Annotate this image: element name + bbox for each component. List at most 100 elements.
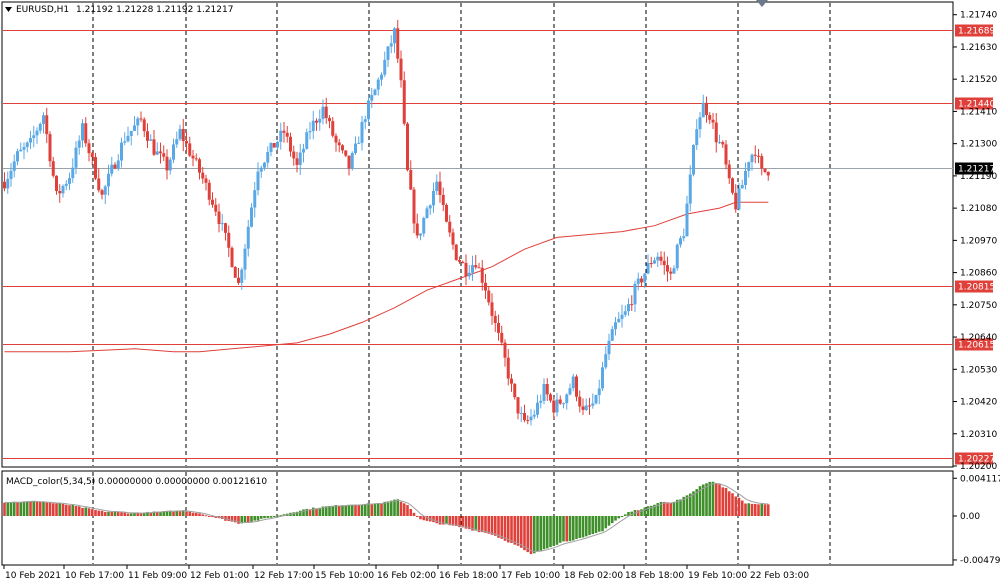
- candle-body: [435, 181, 439, 191]
- candle-body: [393, 28, 396, 44]
- y-tick-label: 1.21630: [960, 43, 997, 53]
- macd-bar: [614, 516, 617, 521]
- macd-bar: [415, 516, 419, 517]
- price-line-tag: [955, 452, 993, 465]
- candle-body: [74, 147, 78, 168]
- macd-bar: [341, 505, 344, 516]
- macd-bar: [25, 501, 29, 516]
- macd-bar: [71, 504, 75, 516]
- macd-bar: [506, 516, 510, 543]
- macd-bar: [467, 516, 471, 530]
- x-tick-label: 16 Feb 02:00: [377, 571, 436, 581]
- candle-body: [753, 154, 757, 156]
- macd-bar: [422, 516, 426, 521]
- macd-bar: [126, 513, 130, 516]
- candle-body: [55, 175, 58, 192]
- time-axis: 10 Feb 2021 10 Feb 17:00 11 Feb 09:00 12 Fe…: [3, 565, 809, 581]
- candle-body: [253, 190, 257, 208]
- macd-bar: [760, 503, 764, 516]
- candle-body: [656, 256, 660, 261]
- dropdown-triangle-icon[interactable]: [5, 7, 12, 12]
- macd-bar: [84, 507, 88, 516]
- macd-bar: [87, 508, 91, 516]
- candle-body: [675, 244, 679, 269]
- macd-bar: [240, 516, 244, 524]
- candle-body: [103, 186, 107, 195]
- candle-body: [698, 117, 702, 130]
- x-tick-label: 16 Feb 18:00: [439, 571, 498, 581]
- candle-body: [116, 160, 120, 169]
- candle-body: [555, 399, 559, 413]
- macd-bar: [461, 516, 465, 528]
- candle-body: [188, 143, 192, 156]
- candle-body: [549, 394, 552, 401]
- candle-body: [701, 102, 705, 118]
- candle-body: [571, 376, 575, 389]
- candle-body: [328, 118, 331, 122]
- candle-body: [240, 269, 244, 283]
- candle-body: [292, 151, 296, 159]
- candle-body: [373, 89, 377, 96]
- candle-body: [412, 189, 416, 224]
- candle-body: [516, 397, 520, 414]
- candle-body: [337, 142, 341, 146]
- macd-bar: [103, 512, 107, 516]
- moving-average: [4, 201, 769, 353]
- candle-body: [757, 155, 760, 157]
- candle-body: [721, 142, 725, 145]
- macd-bar: [334, 505, 338, 516]
- candle-body: [708, 115, 712, 120]
- macd-bar: [113, 511, 117, 516]
- candle-body: [139, 118, 143, 120]
- macd-bar: [250, 516, 253, 522]
- macd-bar: [269, 516, 273, 518]
- candle-body: [617, 318, 621, 323]
- candle-body: [659, 256, 663, 261]
- scroll-marker-icon[interactable]: [756, 0, 768, 7]
- macd-bar: [448, 516, 452, 526]
- candle-body: [471, 265, 474, 273]
- macd-signal-line: [4, 482, 769, 553]
- macd-bar: [246, 516, 250, 523]
- candle-body: [448, 221, 452, 233]
- candle-body: [503, 342, 507, 358]
- macd-bar: [643, 507, 647, 516]
- candle-body: [334, 135, 338, 143]
- candle-body: [480, 267, 484, 283]
- candle-body: [565, 394, 569, 404]
- macd-bar: [581, 516, 585, 538]
- candle-body: [35, 130, 39, 136]
- macd-bar: [292, 512, 296, 516]
- macd-tick-label: 0.00: [960, 512, 980, 522]
- candle-body: [129, 130, 133, 136]
- candle-body: [487, 290, 491, 303]
- macd-bar: [357, 504, 361, 516]
- candle-body: [692, 145, 695, 175]
- macd-bar: [315, 508, 318, 516]
- macd-bar: [311, 507, 315, 516]
- candle-body: [321, 106, 325, 119]
- macd-bar: [302, 509, 305, 516]
- macd-bar: [32, 500, 36, 516]
- candle-body: [662, 260, 666, 266]
- candle-body: [178, 128, 182, 140]
- candle-body: [350, 153, 354, 169]
- candle-body: [289, 136, 292, 152]
- y-tick-label: 1.20310: [960, 430, 997, 440]
- macd-bar: [500, 516, 504, 539]
- macd-bar: [406, 505, 409, 516]
- macd-bar: [22, 501, 26, 516]
- candle-body: [19, 149, 23, 152]
- candle-body: [220, 223, 224, 225]
- candle-body: [295, 158, 299, 165]
- y-tick-label: 1.20750: [960, 301, 997, 311]
- macd-bar: [162, 511, 166, 516]
- candle-body: [500, 332, 504, 343]
- candle-body: [376, 79, 380, 90]
- macd-bar: [3, 502, 6, 516]
- candle-body: [224, 223, 227, 233]
- candle-body: [181, 128, 185, 142]
- candle-body: [302, 148, 305, 153]
- candle-body: [214, 204, 218, 212]
